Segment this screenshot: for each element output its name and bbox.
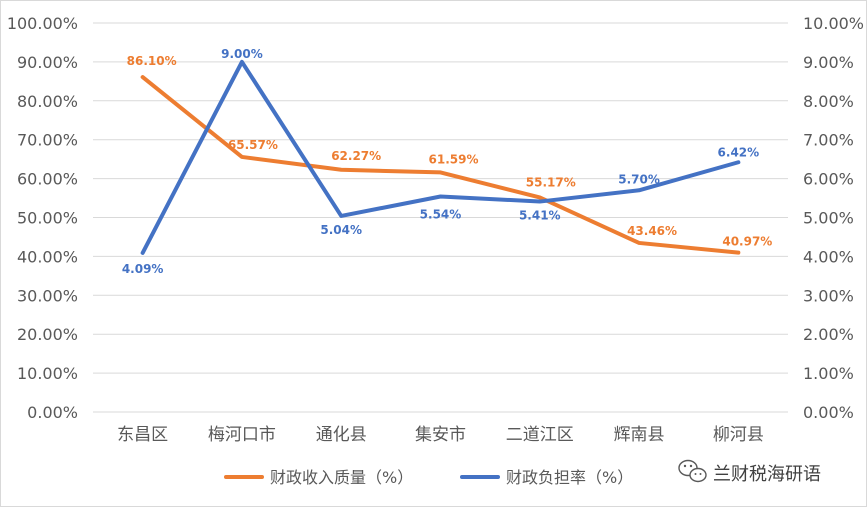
left-tick-label: 30.00% [17, 286, 78, 305]
right-tick-label: 4.00% [803, 247, 854, 266]
category-label: 辉南县 [614, 425, 665, 445]
right-tick-label: 7.00% [803, 131, 854, 150]
series-line-revenue-quality [140, 75, 741, 255]
legend-label-burden-rate: 财政负担率（%） [506, 468, 633, 487]
category-label: 梅河口市 [208, 425, 276, 445]
left-tick-label: 0.00% [27, 403, 78, 422]
right-tick-label: 1.00% [803, 364, 854, 383]
data-label: 55.17% [526, 175, 576, 189]
left-tick-label: 20.00% [17, 325, 78, 344]
legend-label-revenue-quality: 财政收入质量（%） [270, 468, 413, 487]
right-tick-label: 8.00% [803, 92, 854, 111]
right-tick-label: 5.00% [803, 209, 854, 228]
category-label: 集安市 [415, 425, 466, 445]
data-label: 86.10% [127, 54, 177, 68]
left-tick-label: 80.00% [17, 92, 78, 111]
data-label: 4.09% [122, 262, 164, 276]
data-label: 5.70% [618, 172, 660, 186]
right-tick-label: 10.00% [803, 14, 864, 33]
category-label: 二道江区 [506, 425, 574, 445]
series-lines [140, 59, 741, 255]
right-tick-label: 2.00% [803, 325, 854, 344]
data-label: 40.97% [722, 235, 772, 249]
wechat-icon [678, 459, 707, 483]
data-label: 5.54% [420, 207, 462, 221]
category-label: 柳河县 [713, 425, 764, 445]
left-tick-label: 100.00% [7, 14, 78, 33]
left-tick-label: 90.00% [17, 53, 78, 72]
series-line-burden-rate [140, 59, 741, 255]
left-tick-label: 40.00% [17, 247, 78, 266]
x-axis: 东昌区 梅河口市 通化县 集安市 二道江区 辉南县 柳河县 [117, 425, 764, 445]
watermark-text: 兰财税海研语 [713, 464, 821, 485]
right-tick-label: 0.00% [803, 403, 854, 422]
category-label: 通化县 [316, 425, 367, 445]
right-tick-label: 9.00% [803, 53, 854, 72]
data-label: 65.57% [228, 138, 278, 152]
left-tick-label: 60.00% [17, 170, 78, 189]
left-tick-label: 10.00% [17, 364, 78, 383]
data-label: 5.04% [320, 223, 362, 237]
left-tick-label: 50.00% [17, 209, 78, 228]
left-tick-label: 70.00% [17, 131, 78, 150]
watermark: 兰财税海研语 [678, 459, 821, 485]
data-label: 62.27% [331, 149, 381, 163]
legend: 财政收入质量（%） 财政负担率（%） [224, 468, 633, 487]
data-labels: 86.10% 65.57% 62.27% 61.59% 55.17% 43.46% 40.9… [122, 47, 773, 276]
data-label: 43.46% [627, 224, 677, 238]
data-label: 5.41% [519, 209, 561, 223]
data-label: 61.59% [429, 152, 479, 166]
data-label: 6.42% [718, 145, 760, 159]
data-label: 9.00% [221, 47, 263, 61]
gridlines [93, 22, 788, 413]
left-y-axis: 0.00% 10.00% 20.00% 30.00% 40.00% 50.00% 60.00… [7, 14, 78, 422]
right-tick-label: 3.00% [803, 286, 854, 305]
right-tick-label: 6.00% [803, 170, 854, 189]
category-label: 东昌区 [117, 425, 168, 445]
right-y-axis: 0.00% 1.00% 2.00% 3.00% 4.00% 5.00% 6.00% 7.00%… [803, 14, 864, 422]
